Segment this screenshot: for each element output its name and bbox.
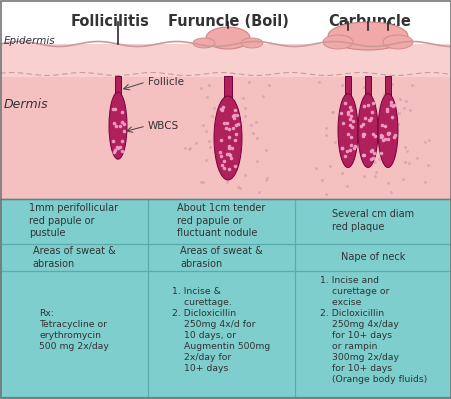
Text: Dermis: Dermis <box>4 97 49 111</box>
Bar <box>0 199 450 397</box>
Bar <box>344 76 350 98</box>
Text: Follicle: Follicle <box>147 77 184 87</box>
Text: Follicilitis: Follicilitis <box>70 14 149 29</box>
Text: Rx:
Tetracycline or
erythromycin
500 mg 2x/day: Rx: Tetracycline or erythromycin 500 mg … <box>39 309 109 351</box>
Ellipse shape <box>382 35 412 49</box>
Ellipse shape <box>193 38 215 48</box>
Text: WBCS: WBCS <box>147 121 179 131</box>
Bar <box>115 76 120 96</box>
Text: 1. Incise &
    curettage.
2. Dicloxicillin
    250mg 4x/d for
    10 days, or
 : 1. Incise & curettage. 2. Dicloxicillin … <box>172 286 270 373</box>
Bar <box>384 76 390 98</box>
Ellipse shape <box>337 94 357 168</box>
Ellipse shape <box>213 96 241 180</box>
Ellipse shape <box>206 27 249 49</box>
Text: Nape of neck: Nape of neck <box>341 253 405 263</box>
Ellipse shape <box>327 22 407 50</box>
Ellipse shape <box>109 92 127 159</box>
Text: Several cm diam
red plaque: Several cm diam red plaque <box>331 209 414 232</box>
Text: Epidermis: Epidermis <box>4 36 55 46</box>
Bar <box>223 76 232 101</box>
Text: Areas of sweat &
abrasion: Areas of sweat & abrasion <box>180 246 262 269</box>
Bar <box>0 199 451 399</box>
Text: Areas of sweat &
abrasion: Areas of sweat & abrasion <box>32 246 115 269</box>
Bar <box>364 76 370 98</box>
Text: Furuncle (Boil): Furuncle (Boil) <box>167 14 288 29</box>
Text: 1. Incise and
    curettage or
    excise
2. Dicloxicillin
    250mg 4x/day
    : 1. Incise and curettage or excise 2. Dic… <box>319 276 426 385</box>
Text: About 1cm tender
red papule or
fluctuant nodule: About 1cm tender red papule or fluctuant… <box>177 203 265 238</box>
Ellipse shape <box>240 38 262 48</box>
Ellipse shape <box>322 35 352 49</box>
Bar <box>0 69 451 199</box>
Text: Carbuncle: Carbuncle <box>328 14 410 29</box>
Text: 1mm perifollicular
red papule or
pustule: 1mm perifollicular red papule or pustule <box>29 203 118 238</box>
Ellipse shape <box>357 94 377 168</box>
Ellipse shape <box>377 94 397 168</box>
Bar <box>0 0 451 199</box>
Bar <box>0 44 451 77</box>
